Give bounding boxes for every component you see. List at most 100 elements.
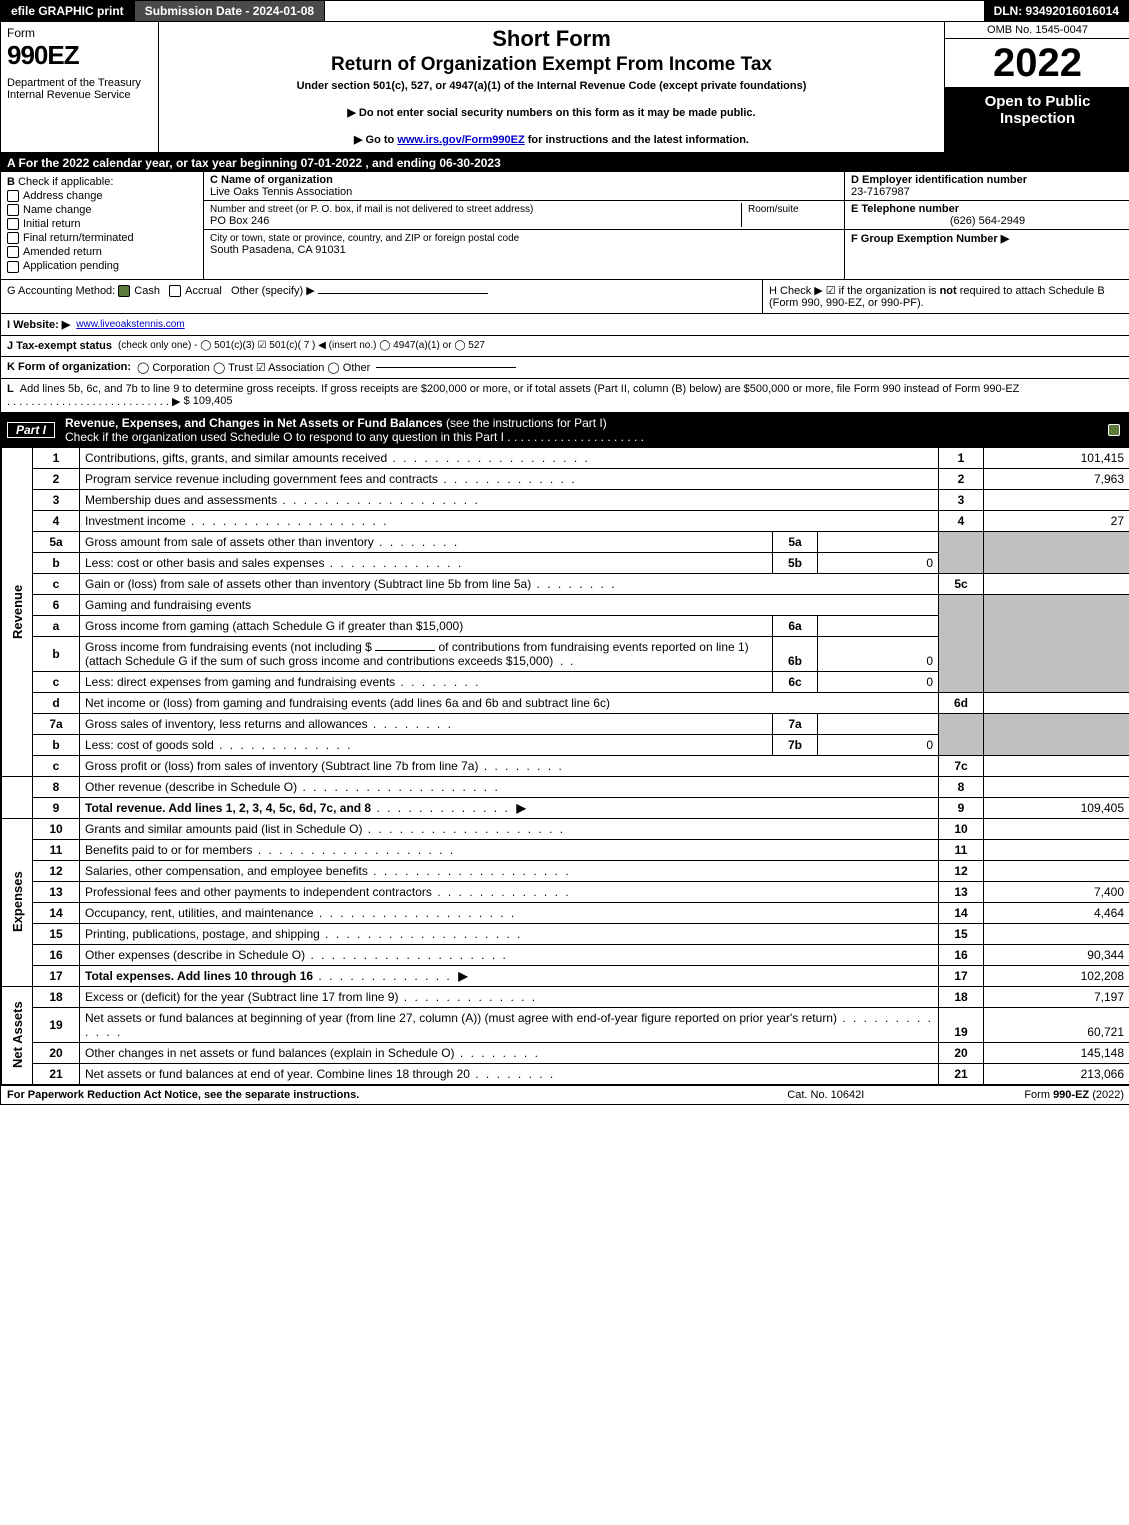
part1-note: (see the instructions for Part I): [446, 416, 607, 430]
ln20-a: 145,148: [984, 1042, 1129, 1063]
j-label: J Tax-exempt status: [7, 340, 112, 352]
ln7a-n: 7a: [33, 713, 80, 734]
part1-checkbox[interactable]: [1108, 423, 1124, 437]
website-link[interactable]: www.liveoakstennis.com: [76, 319, 184, 330]
chk-amended-return[interactable]: [7, 246, 19, 258]
page-footer: For Paperwork Reduction Act Notice, see …: [1, 1085, 1129, 1104]
netassets-vlabel: Net Assets: [2, 986, 33, 1084]
row-i-website: I Website: ▶ www.liveoakstennis.com: [1, 314, 1129, 336]
g-label: G Accounting Method:: [7, 285, 115, 297]
telephone: (626) 564-2949: [851, 215, 1124, 227]
title-short-form: Short Form: [167, 26, 936, 52]
shade-6a: [984, 594, 1129, 692]
ln16-d: Other expenses (describe in Schedule O): [80, 944, 939, 965]
ln13-n: 13: [33, 881, 80, 902]
title-return: Return of Organization Exempt From Incom…: [167, 54, 936, 76]
ln19-c: 19: [939, 1007, 984, 1042]
bullet-1: ▶ Do not enter social security numbers o…: [167, 106, 936, 119]
ln13-c: 13: [939, 881, 984, 902]
ln6b-sc: 6b: [773, 636, 818, 671]
ln7c-c: 7c: [939, 755, 984, 776]
ln9-d: Total revenue. Add lines 1, 2, 3, 4, 5c,…: [80, 797, 939, 818]
footer-r-pre: Form: [1024, 1089, 1053, 1101]
k-label: K Form of organization:: [7, 361, 131, 373]
ln17-c: 17: [939, 965, 984, 986]
h-text: Check ▶ ☑ if the organization is: [780, 285, 940, 297]
d-label: D Employer identification number: [851, 174, 1027, 186]
ln11-a: [984, 839, 1129, 860]
opt-amended-return: Amended return: [23, 246, 102, 258]
c-street-label: Number and street (or P. O. box, if mail…: [210, 204, 533, 215]
ln10-n: 10: [33, 818, 80, 839]
ln5a-sa: [818, 531, 939, 552]
ln6c-sc: 6c: [773, 671, 818, 692]
ln1-c: 1: [939, 447, 984, 468]
irs-link[interactable]: www.irs.gov/Form990EZ: [397, 134, 524, 146]
part1-header: Part I Revenue, Expenses, and Changes in…: [1, 413, 1129, 447]
ln3-n: 3: [33, 489, 80, 510]
ln15-a: [984, 923, 1129, 944]
ln6d-c: 6d: [939, 692, 984, 713]
ln5a-d: Gross amount from sale of assets other t…: [80, 531, 773, 552]
ln10-a: [984, 818, 1129, 839]
ln18-d: Excess or (deficit) for the year (Subtra…: [80, 986, 939, 1007]
ln6b-d: Gross income from fundraising events (no…: [80, 636, 773, 671]
ln19-a: 60,721: [984, 1007, 1129, 1042]
ln6d-a: [984, 692, 1129, 713]
ln13-a: 7,400: [984, 881, 1129, 902]
chk-cash[interactable]: [118, 285, 130, 297]
ln2-d: Program service revenue including govern…: [80, 468, 939, 489]
ln1-d: Contributions, gifts, grants, and simila…: [80, 447, 939, 468]
dept-label: Department of the Treasury Internal Reve…: [7, 77, 152, 101]
ln11-c: 11: [939, 839, 984, 860]
c-city-label: City or town, state or province, country…: [210, 233, 519, 244]
ln15-c: 15: [939, 923, 984, 944]
b-text: Check if applicable:: [18, 176, 113, 188]
ln6a-n: a: [33, 615, 80, 636]
ln21-a: 213,066: [984, 1063, 1129, 1084]
efile-print-button[interactable]: efile GRAPHIC print: [1, 1, 135, 21]
chk-accrual[interactable]: [169, 285, 181, 297]
ln9-a: 109,405: [984, 797, 1129, 818]
ln18-c: 18: [939, 986, 984, 1007]
chk-application-pending[interactable]: [7, 261, 19, 273]
ln21-n: 21: [33, 1063, 80, 1084]
h-not: not: [940, 285, 957, 297]
ln5b-sc: 5b: [773, 552, 818, 573]
ln3-c: 3: [939, 489, 984, 510]
section-b: B Check if applicable: Address change Na…: [1, 172, 204, 279]
ln6b-d1: Gross income from fundraising events (no…: [85, 640, 372, 654]
g-accrual: Accrual: [185, 285, 222, 297]
ln14-c: 14: [939, 902, 984, 923]
ln15-n: 15: [33, 923, 80, 944]
form-header: Form 990EZ Department of the Treasury In…: [1, 22, 1129, 154]
g-other: Other (specify) ▶: [231, 285, 315, 297]
open-to-public: Open to Public Inspection: [945, 87, 1129, 152]
ln20-n: 20: [33, 1042, 80, 1063]
ln13-d: Professional fees and other payments to …: [80, 881, 939, 902]
ln14-d: Occupancy, rent, utilities, and maintena…: [80, 902, 939, 923]
ln21-c: 21: [939, 1063, 984, 1084]
shade-7: [939, 713, 984, 755]
chk-final-return[interactable]: [7, 232, 19, 244]
ln1-a: 101,415: [984, 447, 1129, 468]
dln: DLN: 93492016016014: [984, 1, 1129, 21]
ln17-a: 102,208: [984, 965, 1129, 986]
f-label: F Group Exemption Number: [851, 233, 998, 245]
ln6-d: Gaming and fundraising events: [80, 594, 939, 615]
i-label: I Website: ▶: [7, 318, 70, 331]
l-amount: $ 109,405: [184, 395, 233, 407]
chk-address-change[interactable]: [7, 190, 19, 202]
opt-name-change: Name change: [23, 204, 92, 216]
ln7a-sc: 7a: [773, 713, 818, 734]
part1-title: Revenue, Expenses, and Changes in Net As…: [65, 416, 644, 444]
chk-initial-return[interactable]: [7, 218, 19, 230]
bullet2-pre: ▶ Go to: [354, 134, 397, 146]
ln6c-sa: 0: [818, 671, 939, 692]
f-arrow: ▶: [1001, 233, 1009, 245]
org-name: Live Oaks Tennis Association: [210, 186, 352, 198]
ln19-d: Net assets or fund balances at beginning…: [80, 1007, 939, 1042]
chk-name-change[interactable]: [7, 204, 19, 216]
ln18-n: 18: [33, 986, 80, 1007]
ln7b-d: Less: cost of goods sold: [80, 734, 773, 755]
